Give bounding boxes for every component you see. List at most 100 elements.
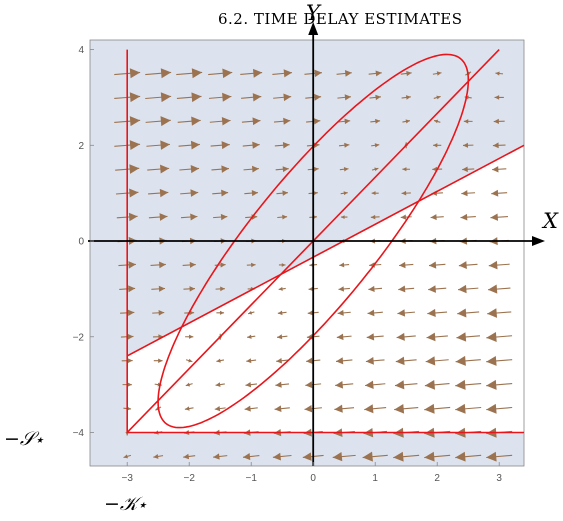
- field-arrow-head: [283, 93, 292, 102]
- field-arrow-head: [367, 309, 375, 317]
- field-arrow-head: [314, 93, 322, 101]
- field-arrow-head: [393, 451, 404, 462]
- field-arrow-head: [221, 116, 231, 126]
- field-arrow-head: [248, 310, 253, 315]
- field-arrow-head: [430, 214, 437, 221]
- field-arrow-head: [215, 382, 221, 387]
- field-arrow-head: [128, 212, 138, 222]
- shallow-line: [126, 144, 525, 357]
- y-tick-label: 0: [78, 237, 84, 248]
- field-arrow-head: [362, 451, 373, 462]
- field-arrow-head: [221, 165, 229, 173]
- field-arrow-head: [487, 284, 498, 294]
- field-arrow-head: [302, 452, 312, 461]
- field-arrow-head: [334, 404, 343, 413]
- field-arrow-head: [335, 380, 344, 389]
- x-tick-label: 0: [310, 473, 316, 484]
- field-arrow-head: [127, 358, 133, 364]
- field-arrow-head: [340, 215, 345, 219]
- tick-labels: −3 −2 −1 0 1 2 3 −4 −2 0 2 4: [73, 45, 503, 484]
- y-tick-label: −2: [73, 332, 85, 343]
- field-arrow-head: [493, 118, 499, 125]
- field-arrow-head: [129, 164, 140, 174]
- field-arrow-head: [314, 69, 322, 78]
- field-arrow-head: [425, 356, 436, 366]
- field-arrow-head: [486, 355, 497, 366]
- field-arrow-head: [313, 118, 321, 125]
- field-arrow-head: [461, 190, 468, 197]
- field-arrow-head: [251, 262, 256, 268]
- y-tick-label: 4: [78, 45, 84, 56]
- field-arrow-head: [313, 190, 318, 196]
- field-arrow-head: [246, 358, 252, 364]
- field-arrow-head: [306, 357, 313, 364]
- field-arrow-head: [278, 286, 283, 291]
- field-arrow-head: [428, 261, 437, 269]
- field-arrow-head: [375, 94, 381, 101]
- field-arrow-head: [401, 190, 407, 196]
- field-arrow-head: [123, 454, 128, 459]
- field-arrow-head: [456, 332, 467, 342]
- field-arrow-head: [336, 357, 344, 365]
- field-arrow-head: [370, 214, 376, 220]
- field-arrow-head: [336, 333, 344, 341]
- axes: [88, 22, 545, 466]
- field-arrow-head: [371, 191, 376, 196]
- field-arrow-head: [252, 93, 262, 102]
- field-arrow-head: [305, 381, 313, 389]
- field-arrow-head: [160, 116, 171, 127]
- field-arrow-head: [160, 140, 170, 150]
- field-arrow-head: [364, 404, 374, 414]
- field-arrow-head: [160, 92, 172, 103]
- field-arrow-head: [405, 119, 410, 124]
- field-arrow-head: [308, 286, 314, 292]
- field-arrow-head: [129, 92, 141, 103]
- field-arrow-head: [400, 214, 407, 220]
- field-arrow-head: [159, 261, 166, 269]
- field-arrow-head: [251, 190, 259, 197]
- field-arrow-head: [158, 285, 166, 292]
- field-arrow-head: [185, 382, 191, 387]
- field-arrow-head: [277, 310, 283, 316]
- field-arrow-head: [129, 116, 141, 127]
- field-arrow-head: [406, 70, 412, 77]
- field-arrow-head: [488, 260, 498, 270]
- field-arrow-head: [398, 285, 406, 293]
- field-arrow-head: [221, 189, 229, 197]
- field-arrow-head: [486, 332, 497, 342]
- field-arrow-head: [160, 68, 172, 79]
- field-arrow-head: [375, 118, 381, 124]
- field-arrow-head: [368, 285, 375, 293]
- field-arrow-head: [402, 167, 407, 172]
- field-arrow-head: [272, 452, 281, 461]
- field-arrow-head: [486, 403, 497, 414]
- field-arrow-head: [191, 116, 201, 126]
- field-arrow-head: [281, 263, 286, 267]
- field-arrow-head: [190, 213, 198, 221]
- field-arrow-head: [424, 403, 435, 414]
- field-arrow-head: [213, 453, 220, 460]
- field-arrow-head: [191, 92, 202, 103]
- field-arrow-head: [426, 332, 436, 342]
- running-head: 6.2. TIME DELAY ESTIMATES: [218, 10, 463, 28]
- field-arrow-head: [159, 213, 168, 221]
- field-arrow-head: [436, 95, 441, 100]
- x-tick-label: 3: [496, 473, 502, 484]
- field-arrow-head: [492, 142, 499, 149]
- field-arrow-head: [243, 453, 251, 461]
- field-arrow-head: [188, 358, 193, 363]
- field-arrow-head: [127, 309, 135, 316]
- x-tick-label: −1: [245, 473, 257, 484]
- s-star-label: −𝒮⋆: [4, 428, 45, 450]
- field-arrow-head: [220, 262, 226, 268]
- k-star-label: −𝒦⋆: [104, 493, 148, 515]
- field-arrow-head: [344, 142, 350, 148]
- field-arrow-head: [129, 68, 141, 79]
- field-arrow-head: [160, 164, 170, 174]
- field-arrow-head: [455, 355, 466, 366]
- shaded-region: [90, 40, 524, 466]
- field-arrow-head: [375, 70, 382, 77]
- field-arrow-head: [189, 334, 194, 339]
- field-arrow-head: [458, 284, 467, 294]
